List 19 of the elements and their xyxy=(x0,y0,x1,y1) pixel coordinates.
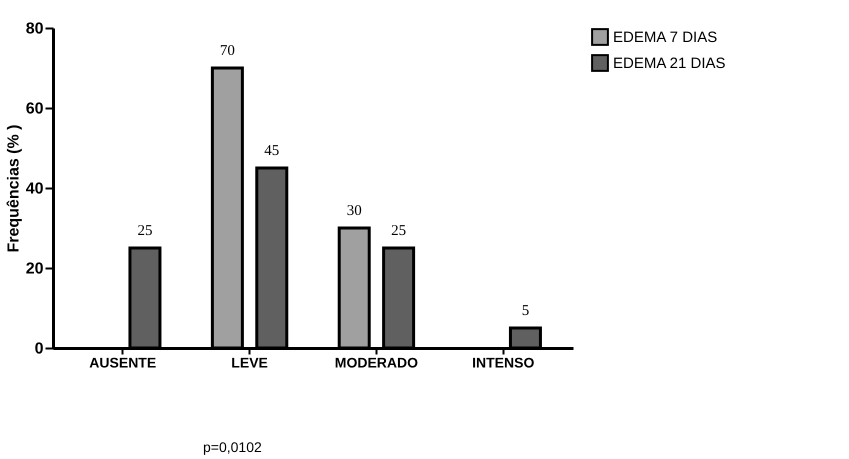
legend-label: EDEMA 7 DIAS xyxy=(613,29,718,46)
x-tick-label: LEVE xyxy=(231,354,268,370)
x-tick-label: MODERADO xyxy=(334,354,418,370)
x-tick-label: AUSENTE xyxy=(89,354,156,370)
text: p=0,0102 xyxy=(203,439,262,455)
data-label: 5 xyxy=(522,303,530,319)
y-tick-label: 20 xyxy=(26,260,44,278)
y-tick-label: 0 xyxy=(34,340,44,358)
y-tick-label: 80 xyxy=(26,20,44,38)
data-label: 30 xyxy=(346,203,362,219)
data-label: 45 xyxy=(264,143,280,159)
data-label: 70 xyxy=(220,43,235,59)
legend-label: EDEMA 21 DIAS xyxy=(613,55,726,72)
data-label: 25 xyxy=(391,223,406,239)
y-axis-title: Frequências (% ) xyxy=(6,124,23,253)
x-tick-label: INTENSO xyxy=(472,354,534,370)
data-label: 25 xyxy=(137,223,152,239)
y-tick-label: 40 xyxy=(26,180,44,198)
y-tick-label: 60 xyxy=(26,100,44,118)
